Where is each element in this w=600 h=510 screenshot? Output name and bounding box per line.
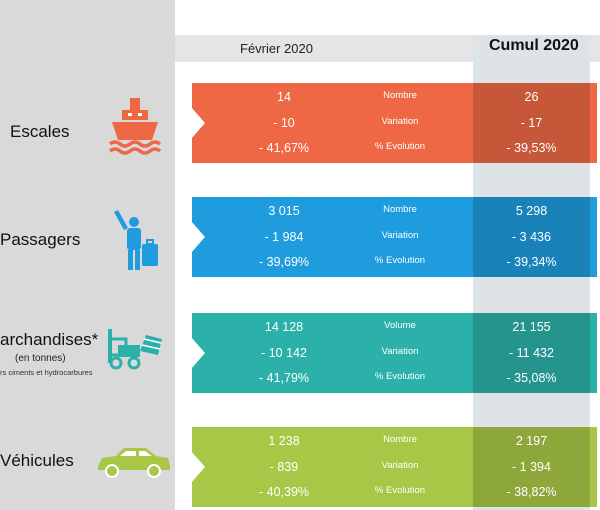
row-label-passagers: Passagers — [0, 230, 81, 249]
feb-value: 1 238 — [268, 434, 300, 448]
forklift-icon — [108, 329, 162, 370]
metric-label: Variation — [381, 116, 419, 127]
feb-value: - 41,67% — [258, 141, 310, 155]
row-pointer — [191, 337, 205, 369]
band-passagers: 3 015 - 1 984 - 39,69% Nombre Variation … — [191, 197, 600, 277]
metric-label: % Evolution — [374, 141, 426, 152]
top-margin — [175, 0, 600, 35]
cumul-value: - 39,34% — [506, 255, 557, 269]
feb-value: - 40,39% — [258, 485, 310, 499]
feb-value: - 41,79% — [258, 371, 310, 385]
cumul-value: - 35,08% — [506, 371, 557, 385]
row-sublabel-units: (en tonnes) — [15, 353, 66, 364]
feb-value: - 10 142 — [261, 346, 307, 360]
feb-value: 14 128 — [264, 320, 304, 334]
cumul-shade — [473, 427, 590, 507]
cumul-value: - 38,82% — [506, 485, 557, 499]
row-pointer — [191, 451, 205, 483]
cumul-value: - 17 — [520, 116, 543, 130]
row-pointer — [191, 221, 205, 253]
month-header: Février 2020 — [240, 41, 313, 56]
cumul-value: 21 155 — [512, 320, 551, 334]
cumul-value: - 3 436 — [512, 230, 551, 244]
metric-label: % Evolution — [374, 255, 426, 266]
feb-value: - 10 — [273, 116, 295, 130]
cumul-value: - 11 432 — [509, 346, 554, 360]
cumul-value: 5 298 — [515, 204, 548, 218]
cumul-value: - 1 394 — [512, 460, 551, 474]
cumul-shade — [473, 197, 590, 277]
metric-label: Variation — [381, 230, 419, 241]
feb-value: 3 015 — [268, 204, 300, 218]
cumul-shade — [473, 313, 590, 393]
row-label-escales: Escales — [10, 122, 70, 141]
row-pointer — [191, 107, 205, 139]
feb-value: 14 — [277, 90, 291, 104]
row-label-marchandises: archandises* — [0, 330, 99, 349]
metric-label: Nombre — [383, 434, 417, 445]
band-escales: 14 - 10 - 41,67% Nombre Variation % Evol… — [191, 83, 600, 163]
metric-label: Variation — [381, 460, 419, 471]
metric-label: Variation — [381, 346, 419, 357]
ship-icon — [108, 98, 162, 155]
metric-label: Volume — [384, 320, 416, 331]
cumul-value: - 39,53% — [506, 141, 557, 155]
traveler-icon — [114, 210, 158, 270]
metric-label: % Evolution — [374, 371, 426, 382]
row-label-vehicules: Véhicules — [0, 451, 74, 470]
band-marchandises: 14 128 - 10 142 - 41,79% Volume Variatio… — [191, 313, 600, 393]
band-vehicules: 1 238 - 839 - 40,39% Nombre Variation % … — [191, 427, 600, 507]
metric-label: Nombre — [383, 204, 417, 215]
cumul-value: 26 — [524, 90, 539, 104]
feb-value: - 39,69% — [258, 255, 310, 269]
car-icon — [98, 448, 170, 478]
cumul-header: Cumul 2020 — [489, 37, 579, 54]
metric-label: Nombre — [383, 90, 417, 101]
metric-label: % Evolution — [374, 485, 426, 496]
cumul-value: 2 197 — [515, 434, 548, 448]
cumul-shade — [473, 83, 590, 163]
row-note: rs ciments et hydrocarbures — [0, 368, 93, 377]
feb-value: - 839 — [269, 460, 299, 474]
feb-value: - 1 984 — [264, 230, 304, 244]
